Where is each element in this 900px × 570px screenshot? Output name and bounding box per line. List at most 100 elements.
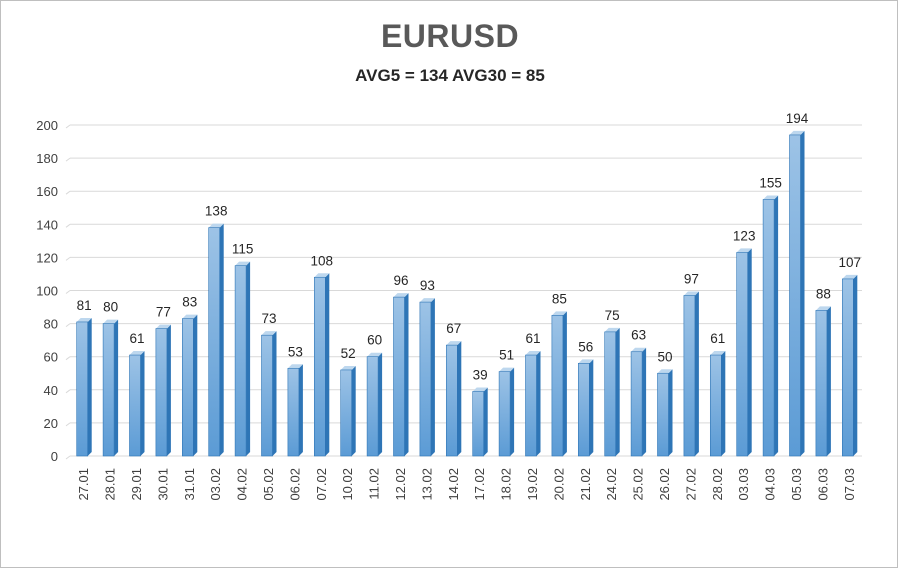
bar-front bbox=[657, 372, 669, 457]
data-label: 108 bbox=[311, 253, 334, 268]
bar-side bbox=[219, 223, 224, 456]
bar bbox=[472, 387, 488, 457]
data-label: 97 bbox=[684, 271, 699, 286]
y-tick-label: 180 bbox=[36, 151, 58, 166]
bar-top bbox=[182, 314, 198, 319]
data-label: 53 bbox=[288, 344, 303, 359]
y-tick-label: 120 bbox=[36, 250, 58, 265]
bar bbox=[683, 291, 699, 457]
bar bbox=[419, 298, 435, 457]
bar-front bbox=[234, 265, 247, 457]
x-tick-label: 12.02 bbox=[393, 468, 408, 501]
bar-front bbox=[551, 315, 564, 457]
data-label: 88 bbox=[816, 286, 831, 301]
bar-top bbox=[499, 367, 515, 372]
bar bbox=[709, 351, 726, 457]
bar-top bbox=[76, 317, 92, 322]
x-tick-label: 13.02 bbox=[419, 468, 434, 501]
bar-front bbox=[709, 354, 722, 457]
x-tick-label: 04.03 bbox=[763, 468, 778, 501]
bar-front bbox=[102, 323, 115, 457]
bar-front bbox=[76, 321, 88, 457]
bar bbox=[366, 352, 383, 457]
x-tick-label: 21.02 bbox=[578, 468, 593, 501]
bar bbox=[393, 293, 409, 457]
bar-front bbox=[445, 344, 458, 457]
bar-front bbox=[736, 252, 749, 457]
chart-title: EURUSD bbox=[380, 18, 520, 54]
data-label: 60 bbox=[367, 333, 382, 348]
bar bbox=[313, 273, 330, 457]
bar-side bbox=[351, 365, 356, 456]
bar bbox=[208, 223, 224, 457]
y-tick-label: 40 bbox=[44, 383, 58, 398]
bar-side bbox=[272, 331, 277, 456]
bar-front bbox=[472, 391, 485, 457]
bar-top bbox=[367, 352, 383, 357]
bar-side bbox=[510, 367, 515, 456]
x-tick-label: 27.02 bbox=[683, 468, 698, 501]
bar-side bbox=[800, 130, 805, 456]
bar-top bbox=[393, 293, 409, 298]
data-label: 51 bbox=[499, 348, 514, 363]
bar bbox=[789, 130, 805, 457]
gridline-depth bbox=[65, 455, 71, 460]
x-tick-label: 30.01 bbox=[155, 468, 170, 501]
y-tick-label: 140 bbox=[36, 217, 58, 232]
bar-top bbox=[419, 298, 435, 303]
x-tick-label: 06.02 bbox=[287, 468, 302, 501]
bar-front bbox=[261, 334, 273, 457]
bar-top bbox=[472, 387, 488, 392]
data-label: 61 bbox=[710, 331, 725, 346]
bar-top bbox=[129, 351, 145, 356]
gridline-depth bbox=[65, 422, 71, 427]
data-label: 81 bbox=[77, 298, 92, 313]
x-tick-label: 25.02 bbox=[631, 468, 646, 501]
bar-top bbox=[683, 291, 699, 296]
bar-top bbox=[842, 274, 858, 279]
bar-front bbox=[340, 369, 353, 457]
bar-side bbox=[615, 327, 620, 456]
gridlines bbox=[65, 124, 862, 460]
data-label: 56 bbox=[578, 339, 593, 354]
data-label: 61 bbox=[525, 331, 540, 346]
gridline-depth bbox=[65, 190, 71, 195]
bar-side bbox=[747, 248, 752, 456]
gridline-depth bbox=[65, 256, 71, 261]
bar-top bbox=[340, 365, 356, 370]
x-tick-label: 06.03 bbox=[815, 468, 830, 501]
bar-side bbox=[457, 341, 462, 456]
x-tick-label: 28.01 bbox=[103, 468, 118, 501]
bar bbox=[287, 364, 303, 457]
bar bbox=[129, 351, 145, 457]
x-tick-label: 05.03 bbox=[789, 468, 804, 501]
bar-side bbox=[694, 291, 699, 456]
x-tick-label: 19.02 bbox=[525, 468, 540, 501]
bar bbox=[76, 317, 92, 457]
bar bbox=[577, 359, 594, 457]
bar-side bbox=[166, 324, 171, 456]
bar-top bbox=[710, 351, 726, 356]
bar bbox=[604, 327, 620, 457]
bar-top bbox=[657, 369, 673, 374]
y-tick-label: 80 bbox=[44, 317, 58, 332]
x-tick-label: 07.03 bbox=[842, 468, 857, 501]
data-label: 80 bbox=[103, 300, 118, 315]
bar-top bbox=[578, 359, 594, 364]
bar-front bbox=[182, 318, 194, 457]
x-tick-label: 03.02 bbox=[208, 468, 223, 501]
bar-top bbox=[235, 261, 251, 266]
data-labels: 81 80 61 77 83 138 115 73 53 108 52 60 96 93 67 39 51 61 8… bbox=[77, 111, 861, 383]
bar bbox=[630, 347, 647, 457]
bar-side bbox=[193, 314, 198, 456]
bar-front bbox=[129, 354, 141, 457]
gridline-depth bbox=[65, 157, 71, 162]
bar-side bbox=[826, 306, 831, 456]
bar bbox=[551, 311, 567, 457]
bar-side bbox=[668, 369, 673, 456]
bar-front bbox=[208, 227, 220, 457]
bar-side bbox=[114, 319, 119, 456]
bar bbox=[234, 261, 251, 457]
x-tick-label: 18.02 bbox=[499, 468, 514, 501]
